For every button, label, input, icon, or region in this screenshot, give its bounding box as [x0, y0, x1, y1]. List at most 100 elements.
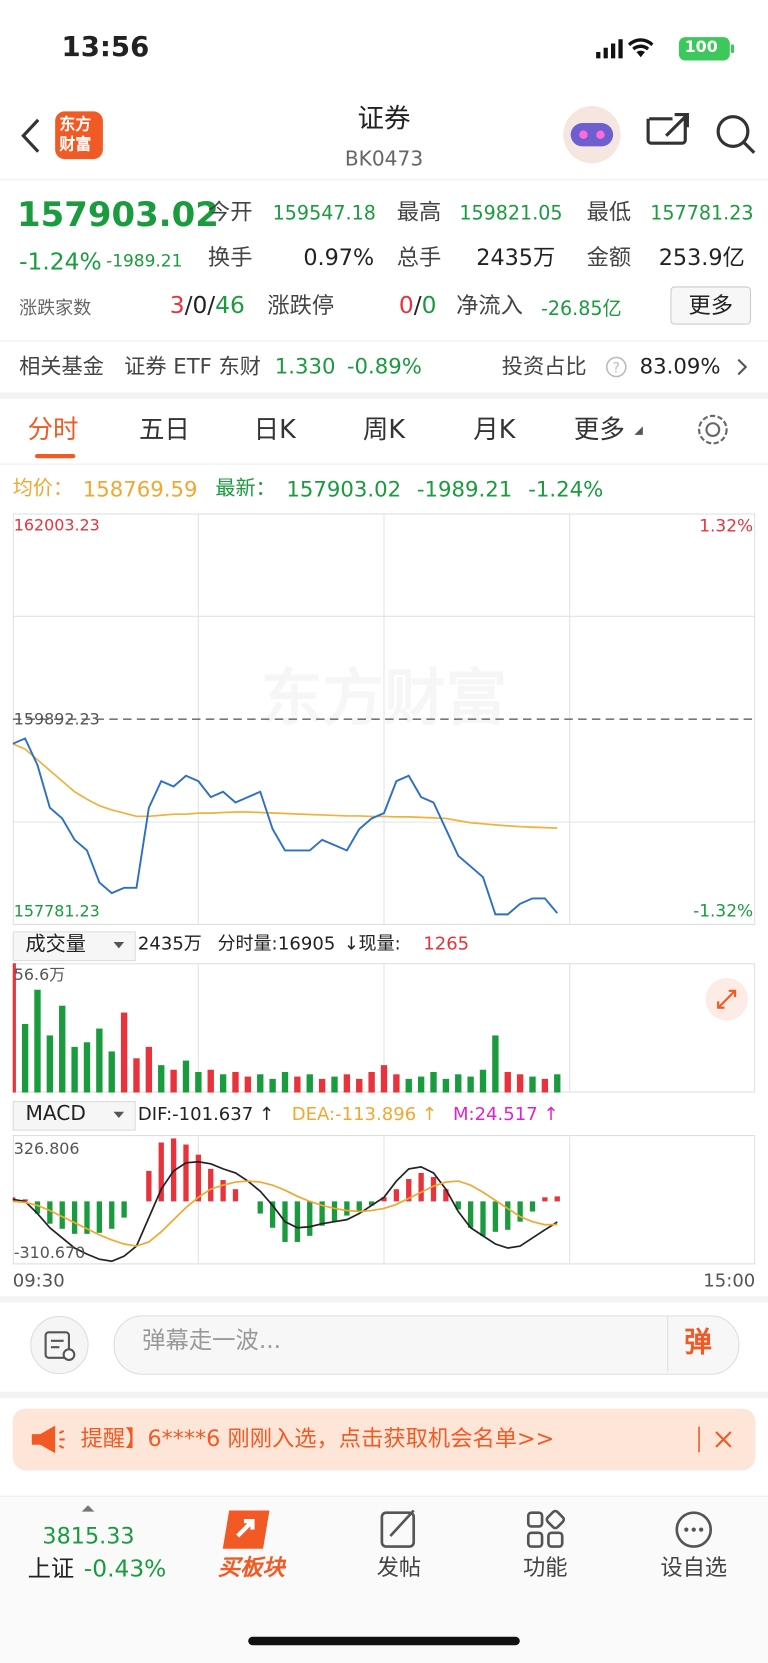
comment-input[interactable]	[113, 1315, 740, 1375]
banner[interactable]	[12, 1408, 756, 1471]
danmaku-button[interactable]: 弹	[684, 1327, 712, 1359]
y-tick-label: 157781.23	[14, 902, 100, 921]
price: 157903.02	[16, 194, 219, 235]
breadth-label: 涨跌家数	[19, 298, 92, 320]
band	[0, 1391, 768, 1399]
macd-bar	[443, 1189, 449, 1202]
price-chart: 东方财富 162003.23 159892.23 157781.23 1.32% -1.3…	[12, 513, 756, 925]
stat-label: 今开	[207, 199, 253, 225]
header-icons[interactable]	[560, 104, 762, 168]
volume-bar	[541, 1078, 549, 1093]
svg-text:?: ?	[613, 360, 620, 376]
ratio-label: 投资占比	[501, 353, 587, 379]
x-tick-label: 15:00	[703, 1270, 756, 1293]
stat-value: 253.9亿	[658, 245, 745, 271]
macd-bar	[529, 1201, 536, 1212]
y-tick-label: 162003.23	[14, 515, 100, 534]
stat-label: 换手	[207, 245, 253, 271]
volume-bar	[331, 1076, 338, 1093]
fund-icons: ?	[605, 356, 748, 378]
avg: 158769.59	[82, 476, 198, 502]
nav-item[interactable]: 功能	[522, 1555, 568, 1581]
volume-bar	[479, 1069, 487, 1093]
tab[interactable]: 日K	[253, 414, 296, 445]
ratio: 83.09%	[639, 353, 721, 379]
stat-value: 0.97%	[303, 245, 375, 271]
macd-bar	[34, 1201, 41, 1214]
macd-bar	[406, 1179, 412, 1202]
macd-bar	[393, 1189, 400, 1202]
nav-bar	[0, 1496, 768, 1663]
last-label: 最新：	[215, 476, 276, 500]
stat-label: 总手	[396, 245, 442, 271]
volume-bar	[356, 1078, 363, 1093]
macd-bar	[480, 1201, 486, 1236]
tick-volume: 16905	[277, 933, 336, 955]
placeholder[interactable]: 弹幕走一波...	[142, 1328, 282, 1355]
macd-bar	[109, 1201, 115, 1229]
volume-bar	[554, 1074, 561, 1093]
macd-line	[12, 1160, 558, 1263]
back-button[interactable]	[17, 117, 45, 155]
legend-entry: M:24.517 ↑	[452, 1104, 559, 1126]
volume-bar	[96, 1028, 103, 1093]
tab-icons[interactable]	[634, 412, 729, 448]
volume-bar	[46, 1035, 54, 1093]
y2-tick-label: -1.32%	[693, 902, 753, 922]
tab[interactable]: 月K	[473, 414, 516, 445]
banner-text[interactable]: 提醒】6****6 刚刚入选，点击获取机会名单>>	[80, 1425, 555, 1452]
tab[interactable]: 周K	[362, 414, 406, 445]
macd-bar	[84, 1201, 90, 1234]
now-label: 现量:	[358, 933, 401, 955]
tab[interactable]: 五日	[138, 414, 190, 445]
nav-item[interactable]: 设自选	[660, 1555, 728, 1581]
stat-value: 157781.23	[650, 202, 754, 225]
danmaku-toggle[interactable]	[30, 1315, 89, 1375]
tab[interactable]: 分时	[27, 414, 79, 445]
tick-label: 分时量:	[217, 933, 278, 955]
macd-bar	[96, 1201, 103, 1233]
y-tick-label: 56.6万	[14, 965, 65, 984]
volume-bar	[269, 1078, 276, 1093]
volume-selector[interactable]	[12, 931, 136, 962]
macd-bar	[418, 1172, 424, 1202]
macd-bar	[208, 1168, 214, 1202]
index-name[interactable]: 上证	[27, 1556, 75, 1583]
nav-item[interactable]: 买板块	[217, 1555, 285, 1581]
volume-bar	[83, 1042, 91, 1093]
fund-label: 相关基金	[19, 353, 104, 379]
volume-bar	[318, 1078, 326, 1093]
selector-text[interactable]: 成交量	[25, 932, 86, 956]
band	[0, 1296, 768, 1303]
series-line	[12, 737, 558, 916]
volume-bar	[170, 1069, 177, 1093]
nav-item[interactable]: 发帖	[376, 1555, 422, 1581]
nav-icons[interactable]	[212, 1506, 742, 1553]
series-line	[12, 743, 558, 829]
change: -1989.21	[416, 476, 513, 502]
fund-price: 1.330	[274, 353, 336, 379]
banner-close[interactable]	[695, 1424, 740, 1456]
divider	[0, 179, 768, 181]
macd-selector[interactable]	[12, 1101, 136, 1131]
now-volume: 1265	[423, 933, 470, 955]
macd-bar	[47, 1201, 53, 1224]
more-button[interactable]: 更多	[670, 286, 752, 325]
index-value[interactable]: 3815.33	[42, 1523, 135, 1549]
separator	[667, 1316, 669, 1372]
volume-bar	[59, 1005, 66, 1093]
index-change[interactable]: -0.43%	[83, 1556, 167, 1583]
volume-bar	[108, 1051, 115, 1093]
selector-text[interactable]: MACD	[25, 1102, 86, 1126]
tab[interactable]: 更多	[573, 414, 625, 445]
macd-bar	[368, 1201, 375, 1206]
expand-button[interactable]	[704, 977, 749, 1022]
macd-bar	[467, 1201, 474, 1228]
fund-name: 证券 ETF 东财	[124, 353, 262, 379]
inflow: -26.85亿	[540, 298, 622, 321]
macd-bar	[344, 1201, 350, 1216]
x-tick-label: 09:30	[12, 1270, 65, 1293]
limit-label: 涨跌停	[267, 292, 335, 319]
macd-bar	[220, 1180, 226, 1202]
